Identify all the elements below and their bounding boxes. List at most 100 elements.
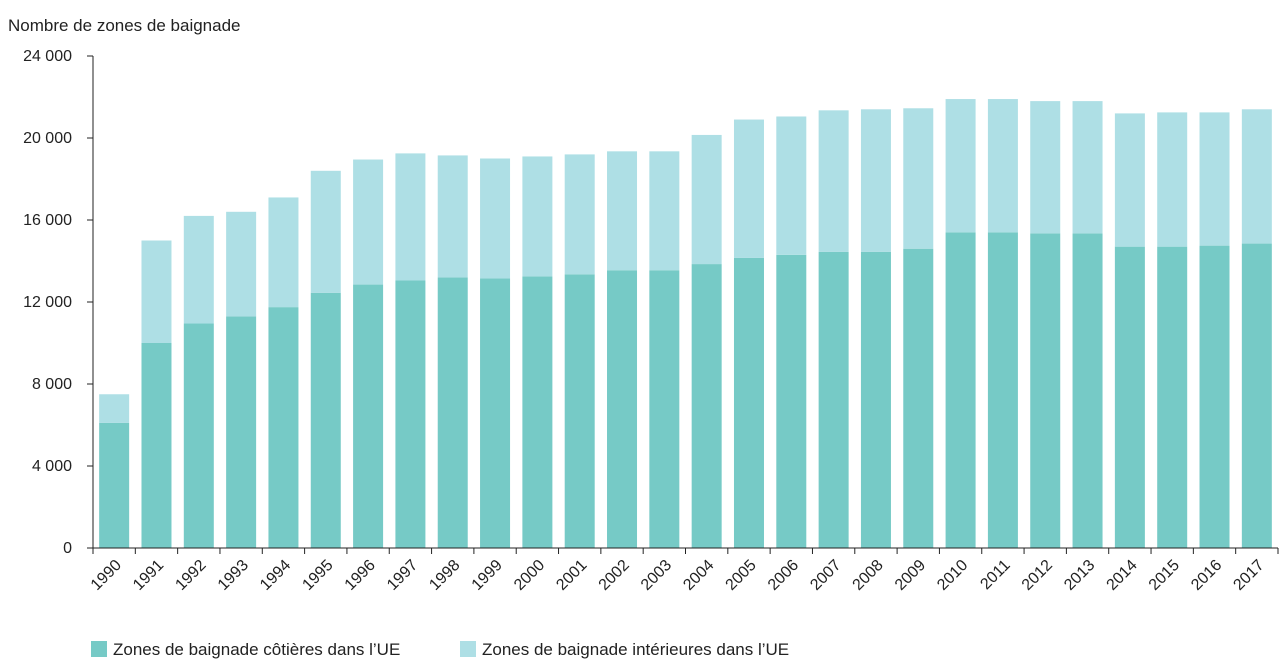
bar-coastal-2016 [1199, 245, 1230, 549]
bar-inland-1996 [353, 159, 384, 285]
bar-inland-2005 [733, 119, 764, 258]
bar-inland-2013 [1072, 101, 1103, 234]
bar-coastal-2001 [564, 274, 595, 548]
x-tick-label: 2008 [850, 557, 887, 594]
bar-coastal-1990 [99, 422, 130, 548]
y-tick-label: 12 000 [23, 294, 72, 311]
x-tick-label: 1993 [215, 557, 252, 594]
bar-coastal-1999 [480, 278, 511, 548]
x-tick-label: 2011 [977, 557, 1013, 593]
x-tick-label: 2003 [638, 557, 675, 594]
bar-inland-2010 [945, 99, 976, 233]
x-tick-label: 2016 [1188, 557, 1225, 594]
bar-inland-1999 [480, 158, 511, 279]
legend-label-inland: Zones de baignade intérieures dans l’UE [482, 640, 789, 659]
bar-inland-2007 [818, 110, 849, 252]
x-tick-label: 2004 [680, 557, 717, 594]
x-tick-label: 2005 [723, 557, 760, 594]
legend-label-coastal: Zones de baignade côtières dans l’UE [113, 640, 400, 659]
x-tick-label: 2000 [511, 557, 548, 594]
bar-coastal-2007 [818, 251, 849, 548]
x-tick-label: 1998 [426, 557, 463, 594]
bar-inland-2015 [1157, 112, 1188, 247]
x-tick-label: 1990 [88, 557, 125, 594]
bar-inland-1990 [99, 394, 130, 423]
bar-coastal-2009 [903, 248, 934, 548]
bar-inland-1997 [395, 153, 426, 281]
bar-coastal-1996 [353, 284, 384, 548]
x-tick-label: 2006 [765, 557, 802, 594]
bar-coastal-1993 [226, 316, 257, 548]
y-tick-label: 16 000 [23, 212, 72, 229]
bar-coastal-2013 [1072, 233, 1103, 548]
bar-coastal-2004 [691, 264, 722, 548]
legend: Zones de baignade côtières dans l’UE Zone… [91, 640, 789, 659]
x-tick-label: 2017 [1230, 557, 1267, 594]
bar-coastal-1997 [395, 280, 426, 548]
bar-inland-1994 [268, 197, 299, 308]
bar-coastal-1995 [310, 292, 341, 548]
legend-swatch-coastal [91, 641, 107, 657]
y-tick-label: 24 000 [23, 48, 72, 65]
bar-coastal-1992 [183, 323, 214, 548]
y-tick-label: 20 000 [23, 130, 72, 147]
x-tick-label: 2010 [934, 557, 971, 594]
bar-coastal-2006 [776, 254, 807, 548]
x-tick-label: 2009 [892, 557, 929, 594]
y-tick-label: 8 000 [32, 376, 72, 393]
bar-inland-2012 [1030, 101, 1061, 234]
x-tick-label: 1991 [130, 557, 167, 594]
bar-coastal-2002 [607, 270, 638, 548]
bar-inland-2006 [776, 116, 807, 255]
bar-inland-2000 [522, 156, 553, 277]
bar-coastal-2003 [649, 270, 680, 548]
x-tick-label: 1997 [384, 557, 421, 594]
x-tick-label: 2001 [553, 557, 590, 594]
bar-inland-1993 [226, 211, 257, 317]
bar-inland-2003 [649, 151, 680, 271]
x-tick-label: 1992 [172, 557, 209, 594]
bar-coastal-2000 [522, 276, 553, 549]
bar-inland-2009 [903, 108, 934, 249]
bar-coastal-2010 [945, 232, 976, 549]
x-tick-label: 1994 [257, 557, 294, 594]
bar-inland-2001 [564, 154, 595, 275]
x-tick-label: 2015 [1146, 557, 1183, 594]
x-tick-label: 1995 [299, 557, 336, 594]
bar-inland-2004 [691, 134, 722, 265]
x-tick-label: 2007 [807, 557, 844, 594]
bar-inland-1992 [183, 215, 214, 324]
bar-coastal-2008 [860, 251, 891, 548]
bar-coastal-1998 [437, 277, 468, 548]
bar-inland-2008 [860, 109, 891, 252]
bar-coastal-2017 [1241, 243, 1272, 548]
bar-inland-2017 [1241, 109, 1272, 244]
bar-coastal-1994 [268, 307, 299, 549]
bar-inland-2002 [607, 151, 638, 271]
x-tick-label: 1996 [342, 557, 379, 594]
bar-inland-1991 [141, 240, 172, 343]
bar-inland-2016 [1199, 112, 1230, 246]
x-tick-label: 1999 [469, 557, 506, 594]
bar-inland-2014 [1114, 113, 1145, 247]
x-tick-label: 2013 [1061, 557, 1098, 594]
y-tick-label: 4 000 [32, 458, 72, 475]
bar-coastal-2005 [733, 257, 764, 548]
bars-layer [99, 99, 1272, 549]
x-tick-label: 2014 [1104, 557, 1141, 594]
bar-coastal-1991 [141, 343, 172, 548]
bar-inland-1998 [437, 155, 468, 278]
x-tick-label: 2002 [596, 557, 633, 594]
bar-inland-2011 [987, 99, 1018, 233]
bar-coastal-2015 [1157, 246, 1188, 548]
bar-coastal-2014 [1114, 246, 1145, 548]
y-axis-label: Nombre de zones de baignade [8, 16, 241, 35]
bar-coastal-2012 [1030, 233, 1061, 548]
bar-inland-1995 [310, 170, 341, 293]
bar-coastal-2011 [987, 232, 1018, 549]
legend-swatch-inland [460, 641, 476, 657]
y-tick-label: 0 [63, 540, 72, 557]
x-tick-label: 2012 [1019, 557, 1056, 594]
